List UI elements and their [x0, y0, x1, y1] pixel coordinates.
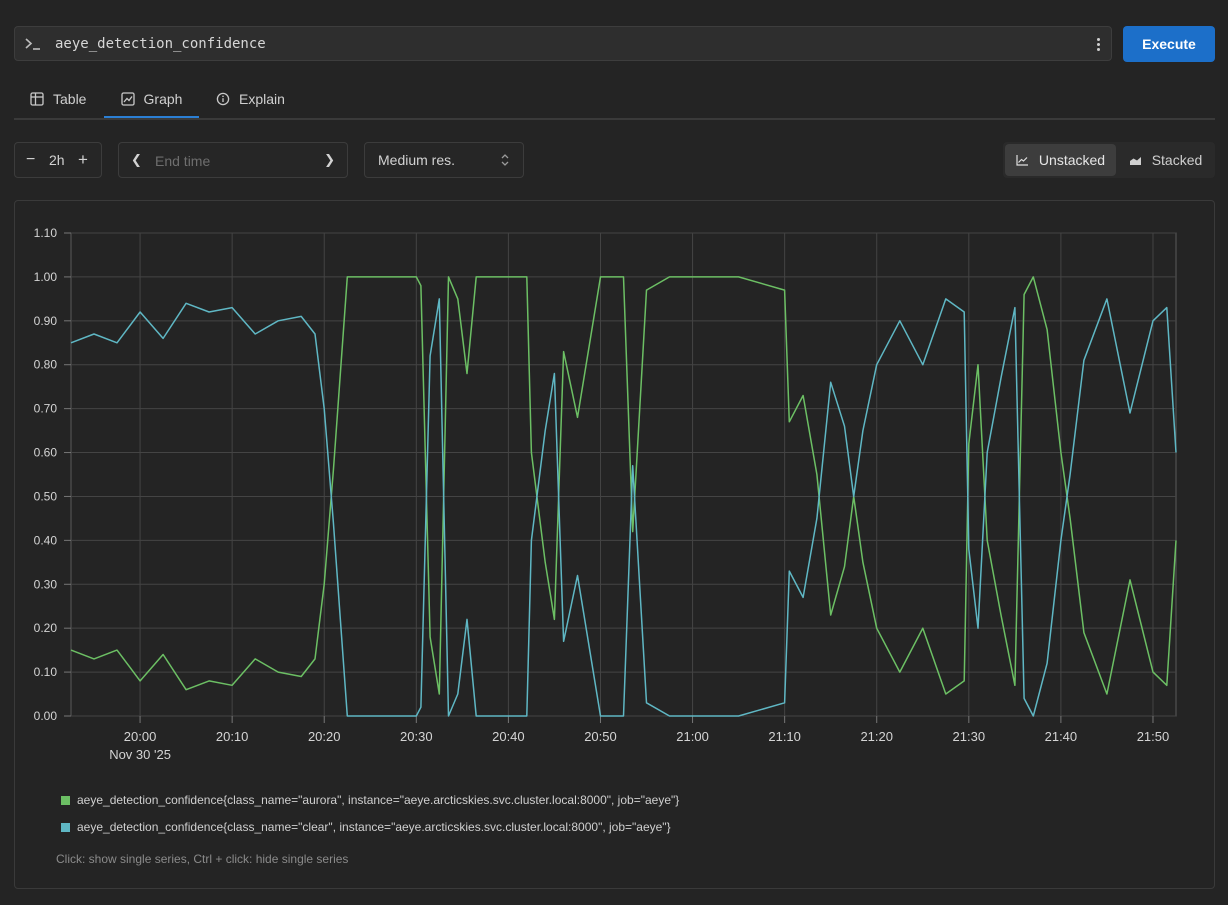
series-line-1	[70, 298, 1177, 717]
x-tick-label: 20:30	[400, 729, 433, 744]
x-date-label: Nov 30 '25	[109, 747, 171, 762]
unstacked-button[interactable]: Unstacked	[1005, 144, 1116, 176]
x-tick-label: 20:20	[308, 729, 341, 744]
resolution-select[interactable]: Medium res.	[364, 142, 524, 178]
info-icon	[216, 92, 230, 106]
x-tick-label: 21:30	[953, 729, 986, 744]
y-tick-label: 0.90	[34, 314, 58, 328]
query-input[interactable]: aeye_detection_confidence	[14, 26, 1112, 61]
stacked-button[interactable]: Stacked	[1118, 144, 1213, 176]
x-tick-label: 20:40	[492, 729, 525, 744]
range-value[interactable]: 2h	[49, 152, 65, 168]
view-tabs: Table Graph Explain	[14, 82, 1215, 120]
clear-swatch	[61, 822, 70, 832]
tab-graph-label: Graph	[143, 91, 183, 107]
x-tick-label: 20:10	[216, 729, 249, 744]
y-tick-label: 0.50	[34, 489, 58, 503]
y-tick-label: 0.20	[34, 621, 58, 635]
graph-panel: 0.00 0.10 0.20 0.30 0.40 0.50 0.60 0.70 0.80 0.90…	[14, 200, 1215, 889]
tab-explain-label: Explain	[239, 91, 285, 107]
chevron-right-icon[interactable]: ❯	[324, 152, 335, 167]
y-tick-label: 0.30	[34, 577, 58, 591]
tab-table-label: Table	[53, 91, 87, 107]
legend-label-clear: aeye_detection_confidence{class_name="cl…	[77, 820, 671, 834]
x-tick-label: 21:00	[676, 729, 709, 744]
x-tick-label: 21:40	[1045, 729, 1078, 744]
unstacked-label: Unstacked	[1038, 152, 1106, 168]
terminal-prompt-icon	[25, 38, 40, 50]
x-tick-label: 21:10	[768, 729, 801, 744]
plot-area	[70, 232, 1177, 717]
tab-table[interactable]: Table	[30, 82, 86, 116]
legend-hint: Click: show single series, Ctrl + click:…	[56, 852, 349, 866]
x-tick-label: 21:50	[1137, 729, 1170, 744]
y-tick-label: 0.70	[34, 402, 58, 416]
stack-mode-toggle: Unstacked Stacked	[1003, 142, 1215, 178]
legend-item-aurora[interactable]: aeye_detection_confidence{class_name="au…	[61, 793, 679, 807]
chevron-updown-icon	[501, 154, 509, 166]
query-text[interactable]: aeye_detection_confidence	[55, 36, 266, 52]
legend-label-aurora: aeye_detection_confidence{class_name="au…	[77, 793, 680, 807]
y-tick-label: 0.80	[34, 358, 58, 372]
stacked-label: Stacked	[1151, 152, 1203, 168]
range-control: − 2h +	[14, 142, 102, 178]
timeseries-chart[interactable]: 0.00 0.10 0.20 0.30 0.40 0.50 0.60 0.70 0.80 0.90…	[15, 201, 1214, 801]
tab-graph[interactable]: Graph	[104, 82, 199, 118]
series-line-0	[70, 276, 1177, 695]
decrease-range-button[interactable]: −	[26, 151, 36, 168]
y-tick-label: 1.00	[34, 270, 58, 284]
y-tick-label: 0.60	[34, 446, 58, 460]
x-tick-label: 20:50	[584, 729, 617, 744]
increase-range-button[interactable]: +	[78, 150, 88, 169]
tab-explain[interactable]: Explain	[216, 82, 285, 116]
y-tick-label: 0.00	[34, 709, 58, 723]
resolution-label: Medium res.	[378, 152, 456, 168]
y-tick-label: 1.10	[34, 226, 58, 240]
x-tick-label: 20:00	[124, 729, 157, 744]
x-tick-label: 21:20	[860, 729, 893, 744]
graph-icon	[120, 92, 135, 106]
table-icon	[30, 92, 44, 106]
end-time-control: ❮ ❯	[118, 142, 348, 178]
line-chart-icon	[1016, 155, 1028, 166]
area-chart-icon	[1129, 157, 1141, 165]
y-tick-label: 0.40	[34, 533, 58, 547]
chevron-left-icon[interactable]: ❮	[131, 152, 142, 167]
end-time-input[interactable]	[153, 151, 317, 171]
legend-item-clear[interactable]: aeye_detection_confidence{class_name="cl…	[61, 820, 671, 834]
y-tick-label: 0.10	[34, 665, 58, 679]
execute-button[interactable]: Execute	[1123, 26, 1215, 62]
aurora-swatch	[61, 795, 70, 805]
more-options-icon[interactable]	[1095, 36, 1101, 52]
